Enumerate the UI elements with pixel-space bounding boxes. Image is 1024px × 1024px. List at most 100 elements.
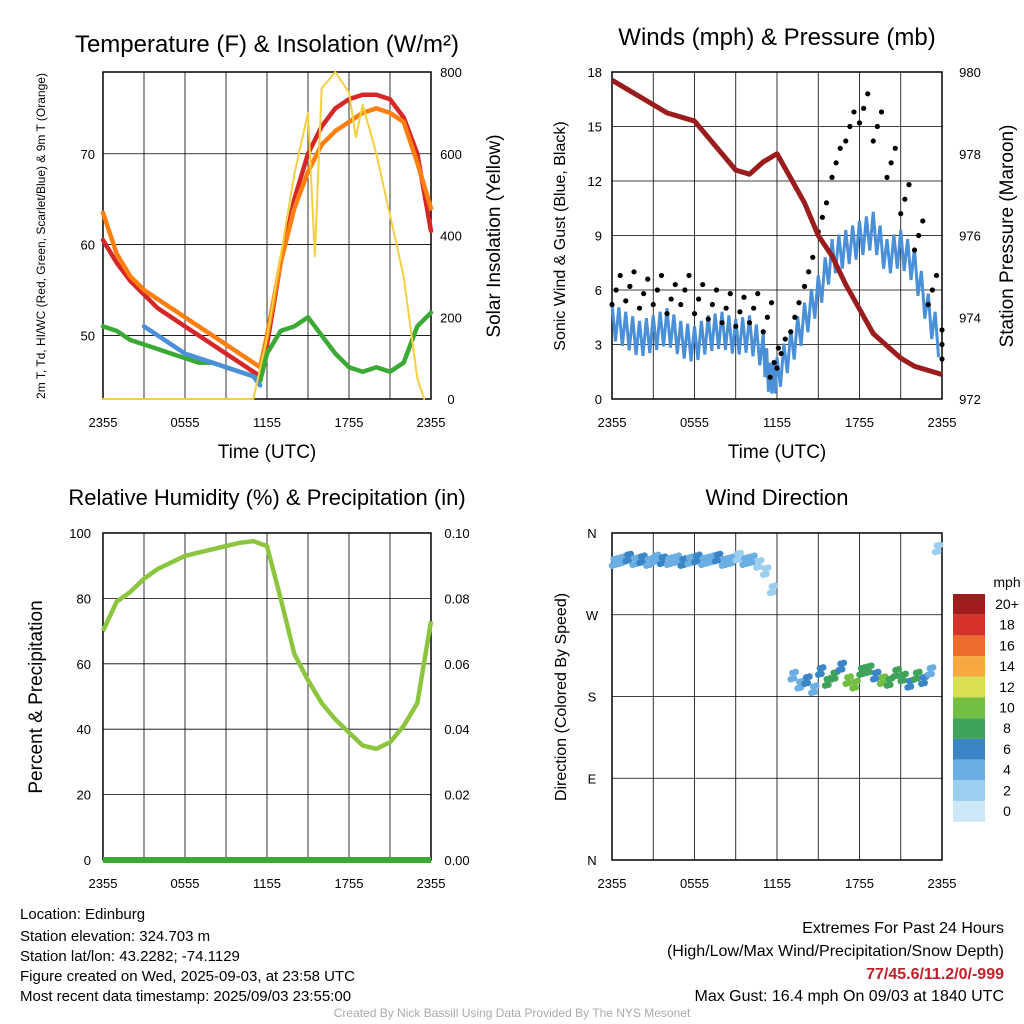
y2-axis-label: Solar Insolation (Yellow) [484, 134, 505, 337]
gust-point [911, 247, 918, 253]
y2-tick-label: 974 [959, 310, 981, 325]
legend-label: 0 [1003, 803, 1011, 819]
gust-point [627, 283, 633, 289]
gust-point [658, 272, 665, 279]
x-tick-label: 0555 [171, 415, 200, 430]
direction-point [737, 549, 744, 557]
direction-point [838, 665, 846, 673]
gust-point [884, 174, 890, 180]
gust-point [856, 120, 863, 126]
gust-point [888, 160, 894, 166]
gust-point [925, 301, 931, 308]
x-tick-label: 2355 [598, 876, 627, 891]
direction-point [916, 668, 923, 676]
chart-title: Relative Humidity (%) & Precipitation (i… [68, 485, 465, 510]
direction-point [928, 670, 935, 678]
extremes-title: Extremes For Past 24 Hours [802, 920, 1004, 937]
gust-point [878, 109, 885, 115]
direction-point [914, 675, 922, 682]
direction-point [751, 552, 758, 560]
direction-point [627, 550, 634, 558]
direction-point [868, 662, 875, 669]
y-axis-label: Sonic Wind & Gust (Blue, Black) [552, 121, 569, 350]
gust-point [705, 316, 711, 322]
gust-point [906, 182, 912, 188]
gust-point [709, 301, 715, 308]
y2-tick-label: 972 [959, 392, 981, 407]
gust-point [654, 287, 660, 293]
direction-point [825, 681, 832, 688]
legend-label: 4 [1003, 762, 1011, 778]
gust-point [713, 287, 720, 293]
direction-point [771, 582, 779, 589]
y2-tick-label: 0.06 [444, 657, 469, 672]
gust-point [778, 350, 784, 357]
y-tick-label: 18 [588, 65, 602, 80]
footer-elevation: Station elevation: 324.703 m [20, 928, 211, 945]
gust-point [939, 327, 945, 333]
gust-point [668, 296, 674, 302]
direction-point [716, 550, 724, 558]
gust-point [672, 281, 678, 288]
x-tick-label: 0555 [680, 415, 709, 430]
y2-tick-label: 400 [440, 229, 462, 244]
legend-label: 2 [1003, 782, 1011, 798]
direction-point [770, 588, 777, 596]
x-tick-label: 2355 [417, 876, 446, 891]
x-tick-label: 1155 [253, 415, 281, 430]
gust-point [645, 276, 651, 282]
x-tick-label: 1155 [253, 876, 281, 891]
y-axis-label: Direction (Colored By Speed) [553, 593, 570, 801]
direction-point [758, 556, 765, 564]
series-line [102, 71, 426, 400]
y-tick-label: 80 [77, 591, 91, 606]
footer-recent: Most recent data timestamp: 2025/09/03 2… [20, 988, 352, 1005]
gust-point [664, 311, 670, 317]
gust-point [933, 272, 940, 279]
gust-point [939, 341, 945, 348]
y-tick-label: 3 [595, 338, 602, 353]
direction-point [935, 547, 942, 555]
gust-point [764, 314, 770, 320]
gust-point [939, 356, 945, 362]
gust-point [843, 138, 849, 144]
gust-point [892, 145, 898, 151]
y2-axis-label: Station Pressure (Maroon) [997, 125, 1018, 348]
gust-point [733, 323, 739, 329]
direction-point [873, 675, 880, 682]
gust-point [751, 305, 757, 311]
gust-point [613, 287, 619, 293]
gust-point [650, 301, 656, 308]
legend-label: 12 [999, 679, 1015, 695]
gust-point [902, 196, 908, 202]
x-tick-label: 0555 [171, 876, 200, 891]
legend-label: 8 [1003, 720, 1011, 736]
gust-point [788, 329, 794, 335]
gust-point [760, 329, 766, 335]
x-tick-label: 2355 [89, 415, 118, 430]
gust-point [609, 301, 615, 308]
y-tick-label: 12 [588, 174, 602, 189]
direction-point [811, 688, 818, 696]
gust-point [819, 214, 825, 220]
direction-point [936, 541, 944, 549]
y2-tick-label: 200 [440, 310, 462, 325]
y2-tick-label: 0.04 [444, 722, 469, 737]
gust-point [837, 145, 843, 151]
x-tick-label: 1155 [763, 876, 791, 891]
gust-point [898, 211, 904, 217]
legend-swatch [953, 635, 985, 657]
direction-point [763, 570, 770, 578]
direction-point [832, 675, 839, 682]
footer-location: Location: Edinburg [20, 906, 146, 923]
y-axis-label: 2m T, Td, HI/WC (Red, Green, Scarlet/Blu… [34, 73, 48, 399]
direction-point [845, 679, 853, 687]
legend-label: 18 [999, 617, 1015, 633]
chart-title: Winds (mph) & Pressure (mb) [618, 24, 935, 51]
legend-label: 20+ [995, 596, 1019, 612]
gust-point [771, 360, 777, 366]
x-tick-label: 1755 [845, 876, 874, 891]
gust-point [829, 174, 835, 180]
gust-point [796, 300, 802, 306]
